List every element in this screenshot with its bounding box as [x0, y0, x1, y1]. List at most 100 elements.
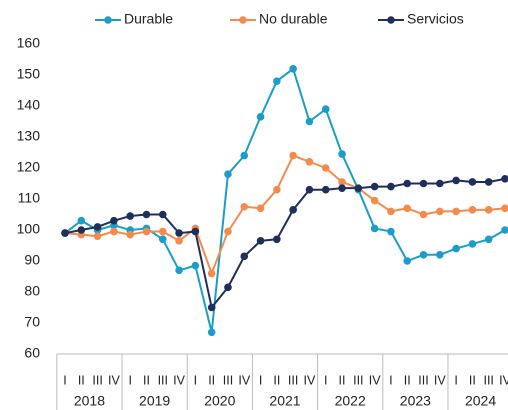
- data-point: [77, 216, 86, 225]
- x-tick-label: IV: [108, 373, 120, 387]
- data-point: [370, 196, 379, 205]
- data-point: [224, 170, 232, 178]
- data-point: [93, 223, 102, 231]
- y-tick-label: 150: [17, 66, 41, 82]
- data-point: [338, 150, 346, 158]
- year-label: 2022: [335, 393, 366, 409]
- data-point: [305, 185, 314, 194]
- legend-marker: [104, 16, 112, 24]
- x-tick-label: III: [483, 373, 493, 387]
- x-tick-label: III: [223, 373, 233, 387]
- data-point: [142, 227, 151, 236]
- x-tick-label: I: [194, 373, 197, 387]
- series-line: [64, 177, 506, 310]
- data-point: [501, 226, 508, 234]
- data-point: [452, 244, 460, 253]
- data-point: [126, 230, 134, 239]
- data-point: [110, 227, 118, 236]
- x-tick-label: IV: [238, 373, 250, 387]
- data-point: [207, 303, 216, 312]
- data-point: [191, 261, 200, 270]
- x-tick-label: IV: [434, 373, 446, 387]
- data-point: [403, 257, 412, 265]
- x-tick-label: II: [404, 373, 411, 387]
- data-point: [419, 210, 428, 219]
- y-tick-label: 160: [17, 35, 41, 51]
- data-point: [370, 182, 379, 191]
- data-point: [207, 328, 216, 337]
- data-point: [158, 210, 167, 219]
- series-line: [64, 67, 506, 333]
- data-point: [273, 185, 281, 194]
- series-line: [64, 154, 506, 277]
- year-label: 2023: [400, 393, 431, 409]
- legend-label: Durable: [124, 11, 173, 27]
- y-tick-label: 70: [24, 314, 40, 330]
- data-point: [289, 206, 297, 214]
- year-label: 2020: [204, 393, 235, 409]
- y-tick-label: 120: [17, 159, 41, 175]
- year-label: 2024: [465, 393, 496, 409]
- data-point: [501, 204, 508, 213]
- x-tick-label: III: [158, 373, 168, 387]
- x-tick-label: III: [288, 373, 298, 387]
- data-point: [452, 207, 460, 216]
- legend-marker: [239, 16, 247, 24]
- data-point: [387, 207, 395, 216]
- year-label: 2018: [74, 393, 105, 409]
- data-point: [305, 158, 314, 166]
- data-point: [256, 204, 265, 213]
- x-tick-label: I: [324, 373, 327, 387]
- data-point: [468, 178, 477, 186]
- data-point: [175, 229, 183, 237]
- data-point: [289, 151, 297, 160]
- data-point: [240, 252, 249, 261]
- data-point: [175, 237, 183, 245]
- data-point: [191, 227, 200, 236]
- data-point: [403, 179, 412, 188]
- data-point: [436, 207, 444, 216]
- x-tick-label: I: [389, 373, 392, 387]
- data-point: [289, 65, 297, 73]
- y-tick-label: 130: [17, 128, 41, 144]
- data-point: [436, 179, 444, 188]
- data-point: [387, 182, 395, 191]
- data-point: [338, 184, 346, 192]
- x-tick-label: I: [128, 373, 131, 387]
- data-point: [77, 226, 86, 234]
- x-tick-label: II: [273, 373, 280, 387]
- data-point: [224, 283, 232, 292]
- data-point: [321, 185, 330, 194]
- data-point: [175, 266, 183, 275]
- x-tick-label: IV: [173, 373, 185, 387]
- data-point: [273, 235, 281, 244]
- y-tick-label: 90: [24, 252, 40, 268]
- data-point: [110, 216, 118, 225]
- data-point: [158, 227, 167, 236]
- x-tick-label: III: [92, 373, 102, 387]
- data-point: [452, 176, 460, 185]
- data-point: [93, 232, 102, 240]
- data-point: [484, 178, 493, 186]
- x-tick-label: I: [259, 373, 262, 387]
- x-tick-label: III: [418, 373, 428, 387]
- data-point: [484, 235, 493, 244]
- y-tick-label: 80: [24, 283, 40, 299]
- data-point: [354, 184, 363, 192]
- year-label: 2019: [139, 393, 170, 409]
- x-tick-label: I: [454, 373, 457, 387]
- data-point: [256, 113, 265, 121]
- data-point: [61, 229, 69, 237]
- y-tick-label: 100: [17, 221, 41, 237]
- y-tick-label: 140: [17, 97, 41, 113]
- year-label: 2021: [269, 393, 300, 409]
- data-point: [436, 251, 444, 259]
- data-point: [468, 240, 477, 248]
- data-point: [240, 202, 249, 211]
- x-tick-label: II: [143, 373, 150, 387]
- data-point: [419, 179, 428, 188]
- data-point: [126, 212, 134, 220]
- legend-marker: [387, 16, 395, 24]
- legend-label: No durable: [259, 11, 328, 27]
